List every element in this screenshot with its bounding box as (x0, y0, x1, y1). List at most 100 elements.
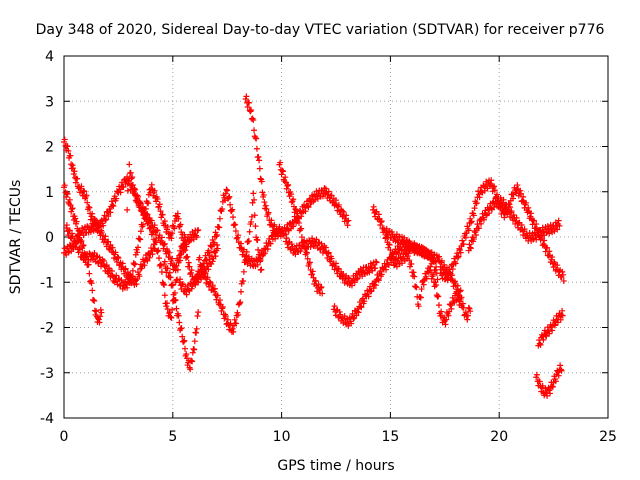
data-point (225, 194, 232, 201)
data-point (223, 186, 230, 193)
data-point (345, 217, 352, 224)
data-point (465, 312, 472, 319)
data-point (86, 250, 93, 257)
data-point (325, 250, 332, 257)
data-point (377, 268, 384, 275)
data-point (313, 236, 320, 243)
data-point (433, 292, 440, 299)
data-point (211, 285, 218, 292)
data-point (198, 262, 205, 269)
data-point (388, 251, 395, 258)
data-point (145, 218, 152, 225)
data-point (129, 267, 136, 274)
data-point (222, 313, 229, 320)
data-point (353, 312, 360, 319)
data-point (262, 202, 269, 209)
data-point (465, 304, 472, 311)
data-point (66, 196, 73, 203)
data-point (438, 308, 445, 315)
data-point (174, 266, 181, 273)
data-point (195, 272, 202, 279)
data-point (150, 228, 157, 235)
series-track-14 (383, 225, 465, 301)
data-point (348, 320, 355, 327)
data-point (161, 240, 168, 247)
data-point (278, 171, 285, 178)
data-point (413, 284, 420, 291)
data-point (252, 134, 259, 141)
data-point (378, 218, 385, 225)
data-point (74, 239, 81, 246)
data-point (514, 182, 521, 189)
data-point (87, 278, 94, 285)
data-point (377, 221, 384, 228)
data-point (417, 294, 424, 301)
data-point (311, 196, 318, 203)
data-point (457, 288, 464, 295)
data-point (549, 383, 556, 390)
data-point (443, 274, 450, 281)
data-point (198, 276, 205, 283)
data-point (194, 312, 201, 319)
data-point (98, 309, 105, 316)
data-point (345, 274, 352, 281)
data-point (435, 253, 442, 260)
data-point (244, 239, 251, 246)
data-point (457, 249, 464, 256)
data-point (177, 276, 184, 283)
data-point (216, 297, 223, 304)
data-point (410, 269, 417, 276)
data-point (63, 190, 70, 197)
data-point (541, 237, 548, 244)
data-point (432, 266, 439, 273)
data-point (533, 221, 540, 228)
data-point (460, 304, 467, 311)
x-tick-label: 15 (381, 429, 399, 445)
data-point (91, 249, 98, 256)
data-point (328, 255, 335, 262)
data-point (119, 260, 126, 267)
data-point (193, 325, 200, 332)
data-point (283, 235, 290, 242)
data-point (100, 257, 107, 264)
data-point (64, 191, 71, 198)
data-point (298, 234, 305, 241)
data-point (290, 223, 297, 230)
data-point (464, 316, 471, 323)
data-point (263, 206, 270, 213)
data-point (109, 244, 116, 251)
data-point (351, 279, 358, 286)
data-point (133, 281, 140, 288)
data-point (191, 338, 198, 345)
data-point (383, 266, 390, 273)
data-point (306, 259, 313, 266)
data-point (110, 202, 117, 209)
data-point (452, 260, 459, 267)
data-point (182, 255, 189, 262)
data-point (232, 227, 239, 234)
data-point (102, 217, 109, 224)
data-point (271, 221, 278, 228)
x-tick-label: 5 (168, 429, 177, 445)
x-tick-label: 20 (490, 429, 508, 445)
data-point (63, 194, 70, 201)
data-point (193, 278, 200, 285)
data-point (433, 281, 440, 288)
data-point (67, 202, 74, 209)
data-point (396, 250, 403, 257)
data-point (551, 321, 558, 328)
data-point (134, 193, 141, 200)
data-point (61, 182, 68, 189)
data-point (480, 216, 487, 223)
data-point (508, 208, 515, 215)
data-point (91, 307, 98, 314)
data-point (307, 243, 314, 250)
data-point (126, 161, 133, 168)
data-point (247, 108, 254, 115)
data-point (282, 174, 289, 181)
data-point (177, 221, 184, 228)
data-point (108, 268, 115, 275)
data-point (237, 299, 244, 306)
data-point (325, 249, 332, 256)
data-point (357, 303, 364, 310)
